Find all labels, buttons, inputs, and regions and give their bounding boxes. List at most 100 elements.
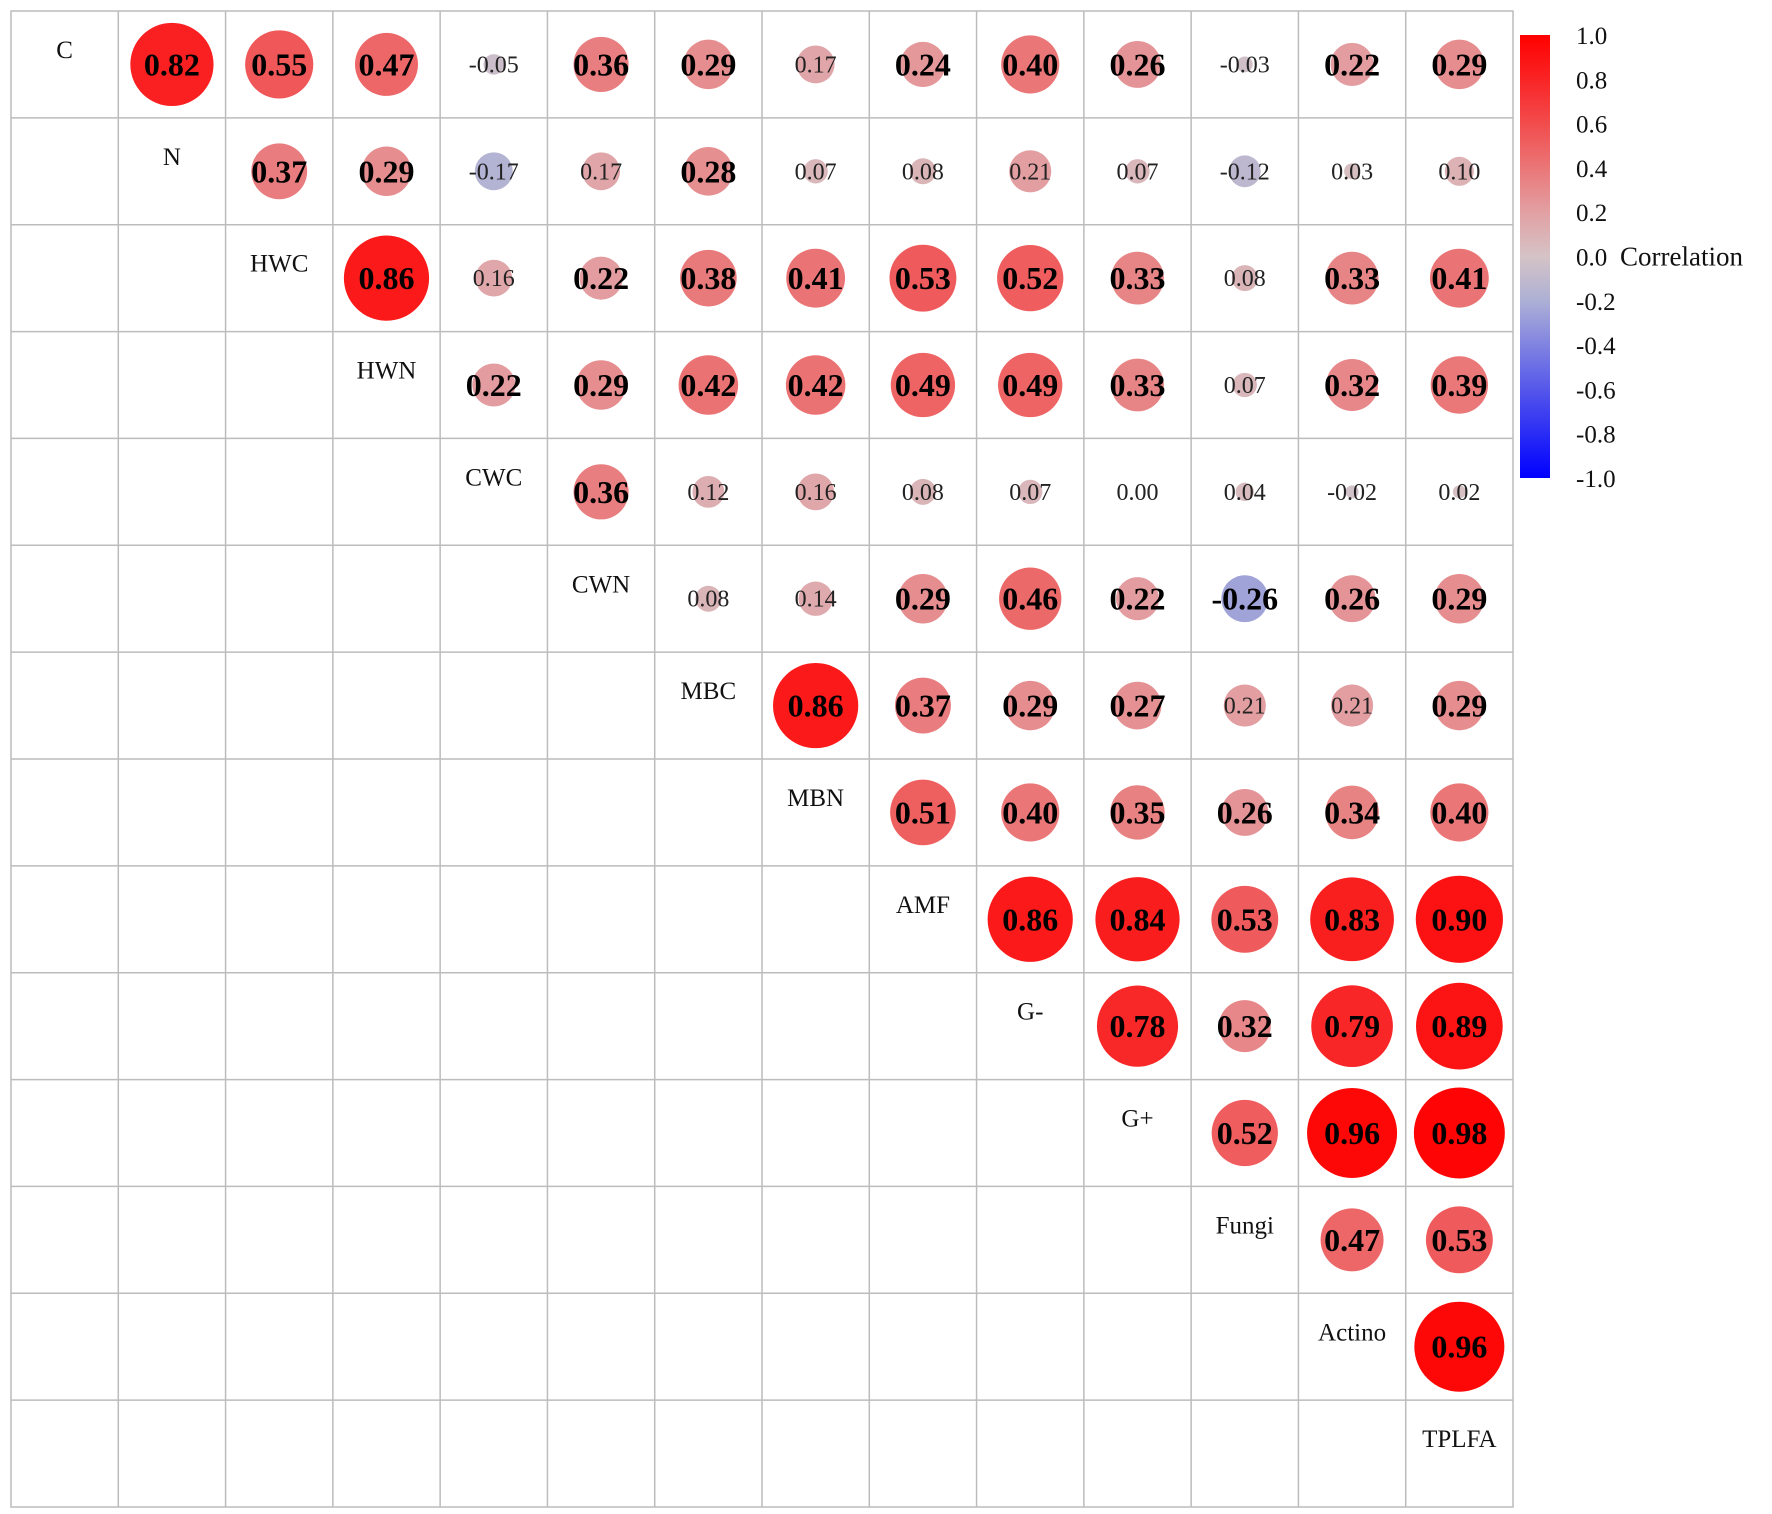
correlation-circle [998, 352, 1063, 418]
correlation-value: 0.37 [251, 153, 307, 189]
correlation-circle [1125, 159, 1150, 184]
variable-label: MBN [787, 785, 844, 812]
correlation-value: 0.53 [1217, 901, 1273, 937]
correlation-circle [1115, 577, 1160, 621]
correlation-value: 0.82 [144, 46, 200, 82]
correlation-cell: 0.40 [1001, 35, 1060, 94]
correlation-value: 0.86 [1002, 901, 1058, 937]
correlation-cell: 0.02 [1438, 480, 1480, 506]
correlation-circle [692, 475, 725, 508]
correlation-value: 0.53 [895, 260, 951, 296]
correlation-cell: -0.17 [469, 152, 519, 191]
correlation-value: 0.52 [1002, 260, 1058, 296]
correlation-cell: 0.55 [245, 30, 314, 99]
correlation-circle [1228, 155, 1261, 188]
correlation-circle [1111, 251, 1164, 305]
correlation-value: -0.02 [1327, 480, 1377, 506]
correlation-value: 0.46 [1002, 581, 1058, 617]
correlation-cell: 0.47 [354, 32, 419, 96]
correlation-cell: 0.96 [1414, 1301, 1505, 1392]
correlation-cell: 0.41 [1429, 248, 1489, 308]
correlation-circle [1320, 1208, 1384, 1272]
correlation-circle [684, 146, 733, 196]
correlation-cell: 0.32 [1324, 359, 1380, 411]
correlation-cell: 0.84 [1095, 877, 1180, 962]
correlation-value: 0.00 [1117, 480, 1159, 506]
correlation-circle [1001, 783, 1060, 842]
correlation-circle [1232, 372, 1257, 398]
correlation-value: 0.39 [1431, 367, 1487, 403]
correlation-cell: 0.89 [1416, 982, 1503, 1070]
correlation-circle [1429, 248, 1489, 308]
correlation-value: 0.22 [466, 367, 522, 403]
correlation-cell: 0.21 [1009, 150, 1052, 193]
correlation-circle [576, 360, 626, 410]
correlation-value: 0.29 [680, 46, 736, 82]
correlation-cell: 0.41 [786, 248, 846, 308]
correlation-circle [1328, 575, 1376, 623]
correlation-value: 0.49 [1002, 367, 1058, 403]
correlation-cell: 0.08 [902, 478, 944, 506]
correlation-cell: 0.16 [473, 259, 515, 297]
correlation-circle [1416, 982, 1503, 1070]
correlation-value: 0.96 [1431, 1329, 1487, 1365]
correlation-circle [1113, 681, 1162, 730]
correlation-circle [683, 39, 734, 90]
correlation-value: 0.08 [902, 480, 944, 506]
correlation-circle [785, 355, 846, 415]
correlation-cell: 0.40 [1001, 783, 1060, 842]
legend-tick-label: 0.4 [1576, 156, 1608, 183]
correlation-circle [1430, 356, 1489, 414]
correlation-cell: 0.79 [1311, 985, 1393, 1067]
legend-title: Correlation [1620, 242, 1743, 272]
correlation-value: 0.21 [1009, 159, 1051, 185]
correlation-value: 0.86 [359, 260, 415, 296]
correlation-value: 0.08 [687, 587, 729, 613]
correlation-cell: 0.32 [1217, 1000, 1273, 1053]
correlation-value: 0.37 [895, 688, 951, 724]
correlation-cell: 0.53 [1425, 1206, 1493, 1274]
correlation-cell: 0.86 [773, 662, 859, 749]
correlation-cell: 0.12 [687, 475, 729, 508]
correlation-circle [1223, 684, 1266, 727]
legend-tick-label: -0.6 [1576, 377, 1616, 404]
correlation-value: 0.42 [680, 367, 736, 403]
correlation-cell: 0.34 [1324, 785, 1380, 840]
correlation-circle [1111, 358, 1164, 412]
correlation-cell: -0.12 [1220, 155, 1270, 188]
correlation-cell: 0.29 [573, 360, 629, 410]
correlation-circle [909, 158, 936, 185]
correlation-cell: 0.38 [680, 249, 737, 307]
correlation-circle [1325, 251, 1379, 305]
correlation-cell: 0.52 [997, 245, 1064, 312]
correlation-circle [894, 677, 951, 734]
color-legend: 1.0 0.8 0.6 0.4 0.2 0.0 -0.2 -0.4 -0.6 -0.8 -1.0 Co… [1520, 23, 1743, 493]
correlation-cell: 0.29 [1431, 573, 1487, 624]
correlation-value: 0.34 [1324, 794, 1380, 830]
variable-label: CWC [465, 464, 522, 491]
correlation-value: 0.28 [680, 153, 736, 189]
legend-tick-label: 1.0 [1576, 23, 1607, 50]
correlation-circle [797, 473, 835, 511]
correlation-circle [582, 152, 621, 191]
correlation-cell: 0.16 [795, 473, 837, 511]
correlation-value: 0.36 [573, 474, 629, 510]
correlation-circle [1414, 1301, 1505, 1392]
legend-tick-label: 0.8 [1576, 67, 1607, 94]
correlation-cell: 0.83 [1310, 877, 1394, 962]
correlation-value: 0.79 [1324, 1008, 1380, 1044]
variable-label: G+ [1121, 1106, 1153, 1133]
correlation-circle [1211, 885, 1279, 953]
correlation-cell: 0.37 [894, 677, 951, 734]
correlation-value: 0.21 [1331, 694, 1373, 720]
correlation-circle [361, 146, 412, 197]
correlation-circle [1095, 877, 1180, 962]
correlation-value: 0.78 [1110, 1008, 1166, 1044]
correlation-cell: 0.35 [1110, 785, 1166, 840]
correlation-circle [1331, 684, 1374, 727]
correlation-value: 0.16 [473, 266, 515, 292]
correlation-circle [1009, 150, 1052, 193]
correlation-circle [1235, 482, 1254, 502]
correlation-circle [1415, 875, 1503, 963]
correlation-cell: 0.03 [1331, 159, 1373, 185]
